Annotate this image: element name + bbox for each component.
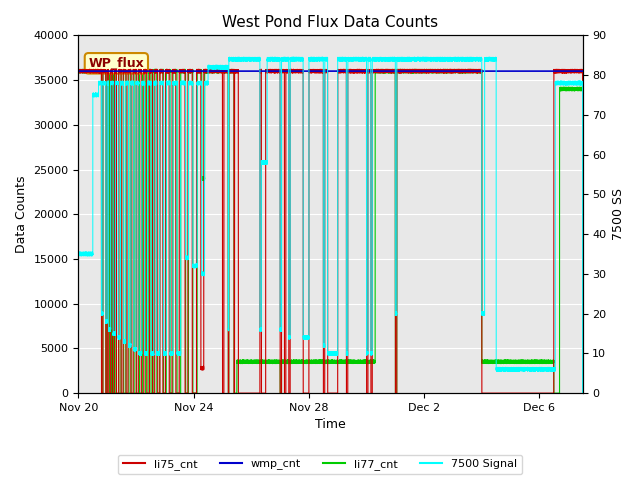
Y-axis label: 7500 SS: 7500 SS bbox=[612, 188, 625, 240]
Y-axis label: Data Counts: Data Counts bbox=[15, 176, 28, 253]
Title: West Pond Flux Data Counts: West Pond Flux Data Counts bbox=[223, 15, 438, 30]
X-axis label: Time: Time bbox=[315, 419, 346, 432]
Legend: li75_cnt, wmp_cnt, li77_cnt, 7500 Signal: li75_cnt, wmp_cnt, li77_cnt, 7500 Signal bbox=[118, 455, 522, 474]
Text: WP_flux: WP_flux bbox=[88, 57, 144, 70]
